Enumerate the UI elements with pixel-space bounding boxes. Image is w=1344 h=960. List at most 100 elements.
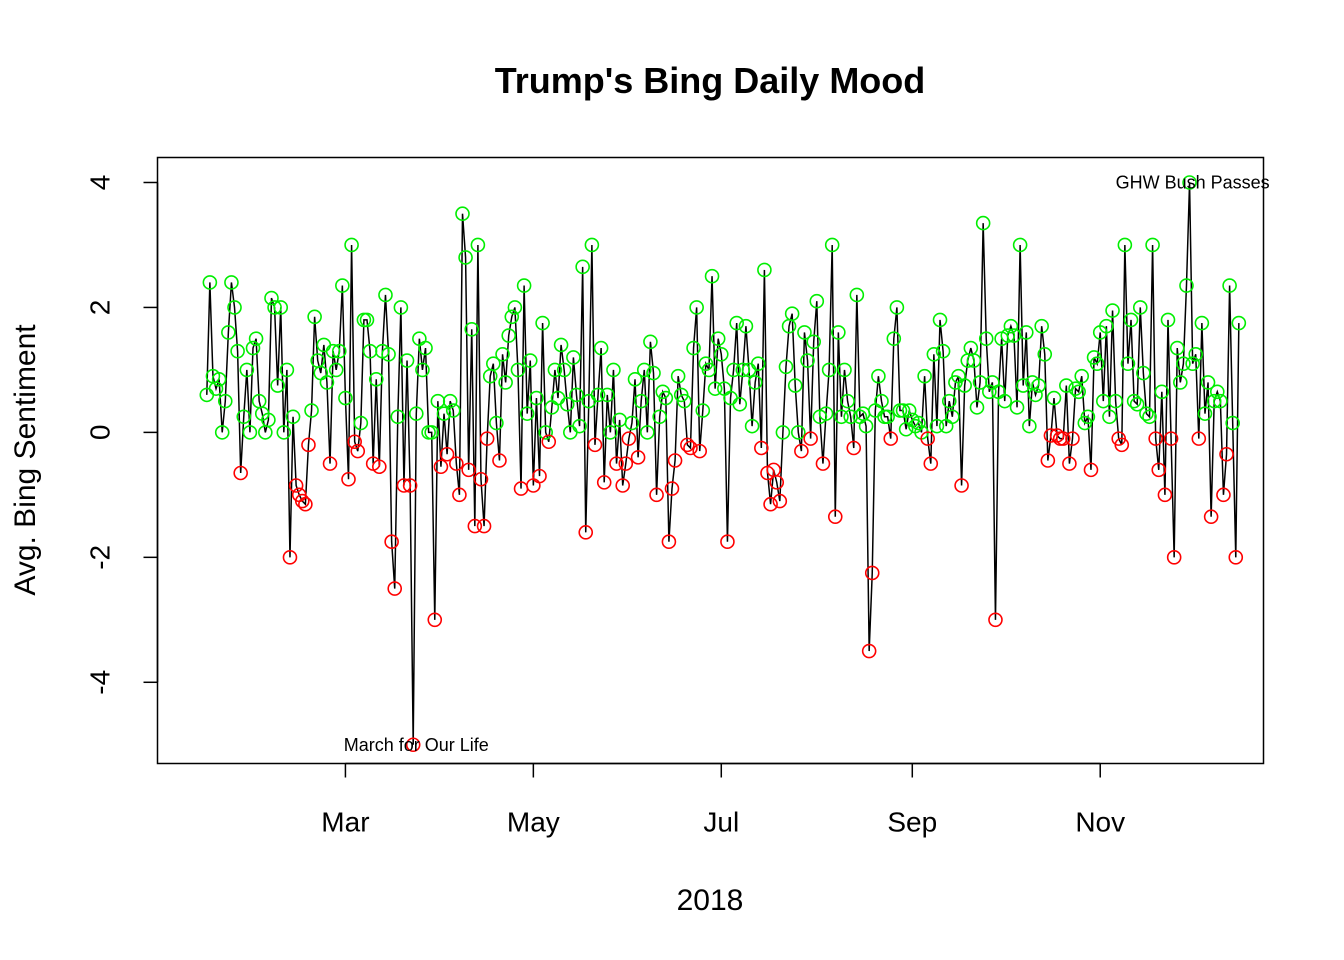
data-point bbox=[1225, 415, 1240, 431]
data-point bbox=[929, 418, 945, 434]
data-point bbox=[267, 300, 282, 315]
data-point bbox=[467, 518, 483, 534]
data-point bbox=[242, 425, 258, 440]
data-point bbox=[926, 346, 942, 362]
data-point bbox=[452, 487, 467, 503]
data-point bbox=[248, 331, 264, 346]
data-point bbox=[510, 362, 526, 378]
data-point bbox=[1139, 406, 1154, 421]
data-point bbox=[704, 268, 720, 284]
data-point bbox=[282, 550, 298, 565]
data-point bbox=[695, 403, 711, 418]
data-point bbox=[954, 478, 969, 493]
data-point bbox=[599, 387, 615, 403]
data-point bbox=[787, 378, 803, 393]
data-point bbox=[455, 206, 470, 222]
data-point bbox=[442, 393, 458, 409]
data-point bbox=[285, 409, 301, 425]
data-point bbox=[304, 403, 319, 418]
data-point bbox=[1185, 356, 1200, 371]
data-point bbox=[729, 315, 744, 331]
data-point bbox=[279, 362, 295, 378]
data-point bbox=[535, 315, 550, 331]
data-point bbox=[294, 493, 310, 509]
data-point bbox=[744, 418, 760, 434]
data-point bbox=[794, 443, 809, 459]
data-point bbox=[1160, 312, 1176, 328]
data-point bbox=[464, 321, 480, 337]
data-point bbox=[436, 406, 452, 421]
data-point bbox=[997, 393, 1013, 409]
data-point bbox=[1219, 446, 1234, 462]
data-point bbox=[1123, 312, 1139, 328]
data-point bbox=[418, 340, 433, 356]
data-point bbox=[596, 475, 612, 490]
series-line bbox=[206, 182, 1240, 745]
data-point bbox=[1062, 456, 1077, 471]
y-tick-label: -2 bbox=[85, 545, 116, 570]
data-point bbox=[350, 443, 366, 459]
data-point bbox=[1099, 318, 1114, 334]
data-point bbox=[661, 534, 677, 550]
data-point bbox=[538, 425, 553, 440]
data-point bbox=[769, 475, 785, 490]
data-point bbox=[1148, 431, 1163, 446]
data-point bbox=[800, 353, 815, 368]
data-point bbox=[1191, 431, 1207, 446]
data-point bbox=[230, 343, 245, 359]
data-point bbox=[572, 418, 587, 434]
data-point bbox=[495, 346, 510, 362]
data-point bbox=[763, 496, 778, 512]
data-point bbox=[245, 340, 261, 356]
data-point bbox=[1108, 393, 1123, 409]
data-point bbox=[978, 331, 994, 346]
data-point bbox=[541, 434, 557, 450]
data-point bbox=[301, 437, 316, 453]
data-point bbox=[901, 403, 917, 418]
data-point bbox=[1117, 237, 1133, 253]
data-point bbox=[1074, 368, 1090, 384]
data-point bbox=[264, 290, 279, 306]
x-tick-label: Jul bbox=[703, 807, 739, 838]
data-point bbox=[214, 425, 230, 440]
data-point bbox=[658, 390, 674, 406]
data-point bbox=[347, 434, 362, 450]
data-point bbox=[424, 425, 439, 440]
data-point bbox=[1200, 375, 1216, 390]
data-point bbox=[683, 440, 698, 456]
data-point bbox=[590, 387, 606, 403]
data-point bbox=[516, 278, 532, 293]
annotation-label: GHW Bush Passes bbox=[1116, 172, 1270, 192]
data-point bbox=[236, 409, 252, 425]
data-point bbox=[806, 334, 822, 350]
data-point bbox=[319, 375, 335, 390]
data-point bbox=[307, 309, 322, 325]
data-point bbox=[883, 431, 899, 446]
data-point bbox=[261, 412, 276, 428]
data-point bbox=[643, 334, 658, 350]
data-point bbox=[405, 737, 421, 753]
data-point bbox=[408, 406, 424, 421]
data-point bbox=[522, 353, 538, 368]
data-point bbox=[331, 343, 347, 359]
data-point bbox=[757, 262, 772, 278]
data-point bbox=[1034, 318, 1049, 334]
data-point bbox=[1015, 378, 1031, 393]
data-point bbox=[217, 393, 233, 409]
data-point bbox=[664, 481, 680, 496]
data-point bbox=[1203, 509, 1219, 525]
data-point bbox=[818, 406, 834, 421]
data-point bbox=[1080, 409, 1096, 425]
data-point bbox=[1176, 356, 1191, 371]
data-point bbox=[224, 275, 239, 290]
data-point bbox=[621, 431, 637, 446]
data-point bbox=[427, 612, 443, 628]
data-point bbox=[1031, 378, 1046, 393]
data-point bbox=[624, 415, 640, 431]
data-point bbox=[1169, 340, 1185, 356]
data-point bbox=[895, 403, 911, 418]
data-point bbox=[479, 431, 495, 446]
data-point bbox=[1209, 384, 1225, 400]
data-point bbox=[1028, 387, 1043, 403]
data-point bbox=[519, 406, 535, 421]
